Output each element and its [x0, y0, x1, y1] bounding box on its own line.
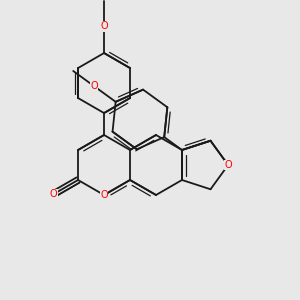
Text: O: O [100, 190, 108, 200]
Text: O: O [224, 160, 232, 170]
Text: O: O [100, 21, 108, 31]
Text: O: O [50, 189, 57, 199]
Text: O: O [90, 81, 98, 91]
